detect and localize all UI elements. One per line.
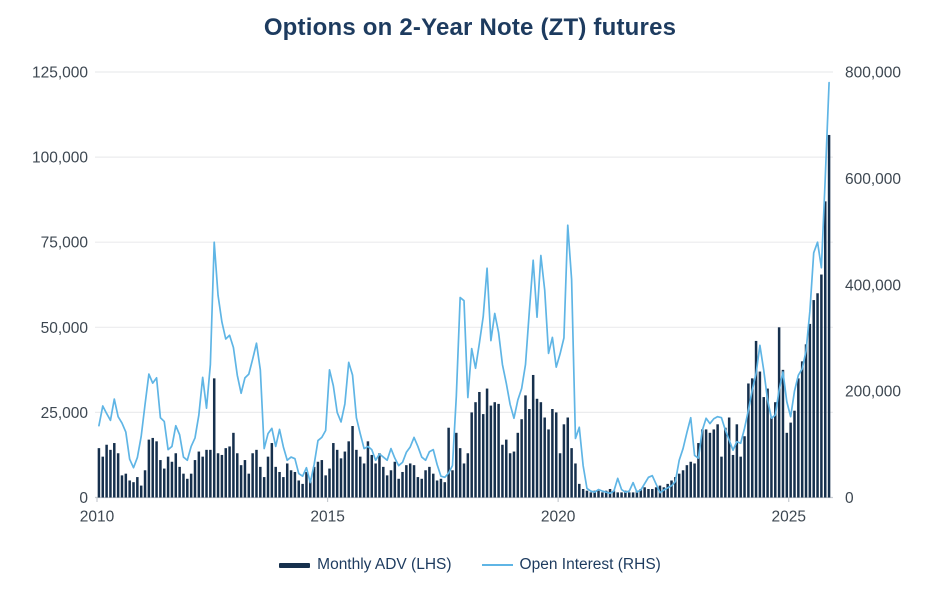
svg-text:100,000: 100,000 [32, 150, 88, 167]
svg-text:2025: 2025 [771, 509, 805, 526]
oi-line [98, 81, 830, 495]
chart-plot-area: 0 25,000 50,000 75,000 100,000 125,000 0 200,00… [32, 65, 901, 526]
svg-text:0: 0 [845, 490, 854, 507]
svg-text:2010: 2010 [80, 509, 115, 526]
bar-series-swatch [279, 562, 311, 568]
svg-text:125,000: 125,000 [32, 65, 88, 82]
legend-label-open-interest: Open Interest (RHS) [519, 556, 661, 573]
y-axis-left-labels: 0 25,000 50,000 75,000 100,000 125,000 [32, 65, 88, 508]
svg-text:600,000: 600,000 [845, 171, 901, 188]
svg-text:400,000: 400,000 [845, 277, 901, 294]
gridlines [95, 71, 833, 499]
y-axis-right-labels: 0 200,000 400,000 600,000 800,000 [845, 65, 901, 508]
svg-text:0: 0 [79, 490, 88, 507]
svg-text:200,000: 200,000 [845, 384, 901, 401]
x-axis-labels: 2010 2015 2020 2025 [80, 497, 806, 526]
svg-text:2020: 2020 [541, 509, 576, 526]
legend-item-open-interest: Open Interest (RHS) [481, 556, 661, 574]
legend-label-monthly-adv: Monthly ADV (LHS) [317, 556, 452, 573]
svg-text:2015: 2015 [310, 509, 344, 526]
adv-bars [97, 134, 831, 498]
svg-text:75,000: 75,000 [41, 235, 89, 252]
svg-text:800,000: 800,000 [845, 65, 901, 82]
line-series-swatch [481, 564, 513, 566]
chart-legend: Monthly ADV (LHS) Open Interest (RHS) [0, 556, 940, 574]
svg-text:50,000: 50,000 [41, 320, 89, 337]
chart-title: Options on 2-Year Note (ZT) futures [263, 14, 677, 41]
svg-text:25,000: 25,000 [41, 405, 89, 422]
legend-item-monthly-adv: Monthly ADV (LHS) [279, 556, 452, 574]
